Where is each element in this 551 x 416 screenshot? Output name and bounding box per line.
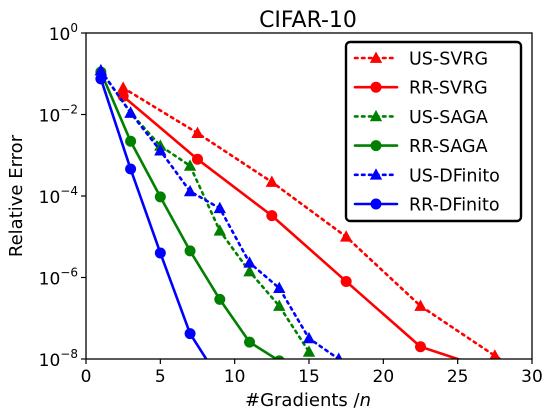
data-point [213,224,226,236]
data-point [266,210,278,222]
data-point [192,153,203,165]
x-tick-label: 10 [224,367,246,387]
legend-marker [370,81,382,93]
data-point [243,256,256,268]
y-tick-label: 10−2 [39,103,78,127]
series-us-svrg [116,81,503,359]
x-tick-label: 5 [155,367,166,387]
x-tick-label: 20 [373,367,395,387]
y-tick-exponent: −8 [60,347,78,361]
data-point [302,331,316,344]
legend: US-SVRG RR-SVRG US-SAGA RR-SAGA US-DFinito RR… [344,40,523,223]
x-tick-label: 0 [81,367,92,387]
y-tick-base: 10 [49,25,71,45]
data-point [414,299,427,311]
data-point [274,355,285,359]
plot-frame [85,32,533,360]
y-tick-exponent: −6 [60,266,78,280]
x-tick-label: 30 [521,367,543,387]
data-point [116,81,130,93]
data-point [273,281,286,293]
x-axis-label-n: n [360,390,371,411]
data-point [183,159,197,171]
series-line [121,94,462,359]
legend-marker [370,198,382,210]
data-point [154,247,166,259]
data-point [415,341,426,353]
legend-entry-rr-dfinito: RR-DFinito [353,196,500,216]
legend-marker [370,140,382,152]
data-point [243,265,256,277]
y-tick-base: 10 [39,351,61,371]
x-axis-label: #Gradients /n [245,390,371,411]
data-point [244,336,256,348]
y-tick-exponent: 0 [70,21,78,35]
y-tick-label: 10−4 [39,184,78,208]
x-tick-label: 15 [298,367,320,387]
legend-entry-rr-svrg: RR-SVRG [353,79,488,99]
data-point [302,345,316,357]
data-point [154,191,166,203]
x-axis-label-main: #Gradients / [245,390,361,411]
data-point [273,299,286,311]
y-tick-base: 10 [39,107,61,127]
data-point [339,230,353,242]
legend-label: US-DFinito [409,166,500,186]
data-point [335,352,343,359]
y-tick-base: 10 [39,270,61,290]
y-tick-label: 10−6 [39,266,78,290]
data-point [184,245,196,257]
legend-label: US-SVRG [409,50,488,70]
legend-label: RR-DFinito [409,196,500,216]
data-point [213,201,226,214]
series-us-dfinito [94,64,343,359]
y-tick-base: 10 [39,188,61,208]
legend-entry-us-dfinito: US-DFinito [353,166,500,186]
legend-label: RR-SAGA [409,137,488,157]
data-point [340,275,352,287]
data-point [125,135,137,147]
legend-marker [369,168,383,180]
data-point [265,175,279,187]
data-point [183,184,197,197]
data-point [214,293,226,305]
data-point [95,73,107,85]
series-layer [94,64,503,359]
data-point [184,328,196,340]
legend-label: US-SAGA [409,108,488,128]
legend-entry-us-saga: US-SAGA [353,108,488,128]
data-point [125,163,137,175]
legend-label: RR-SVRG [409,79,488,99]
series-rr-svrg [117,90,462,359]
series-rr-dfinito [95,73,208,359]
legend-entry-us-svrg: US-SVRG [353,50,488,70]
y-tick-exponent: −2 [60,103,78,117]
data-point [191,126,204,138]
chart-title: CIFAR-10 [259,8,357,33]
y-axis-label: Relative Error [6,134,27,257]
data-point [94,64,108,76]
legend-marker [369,51,383,63]
x-tick-label: 25 [447,367,469,387]
legend-entry-rr-saga: RR-SAGA [353,137,488,157]
y-tick-label: 100 [49,21,78,45]
y-tick-label: 10−8 [39,347,78,371]
data-point [124,106,137,118]
data-point [489,349,501,359]
data-point [154,144,167,156]
y-tick-exponent: −4 [60,184,78,198]
legend-marker [369,109,383,122]
